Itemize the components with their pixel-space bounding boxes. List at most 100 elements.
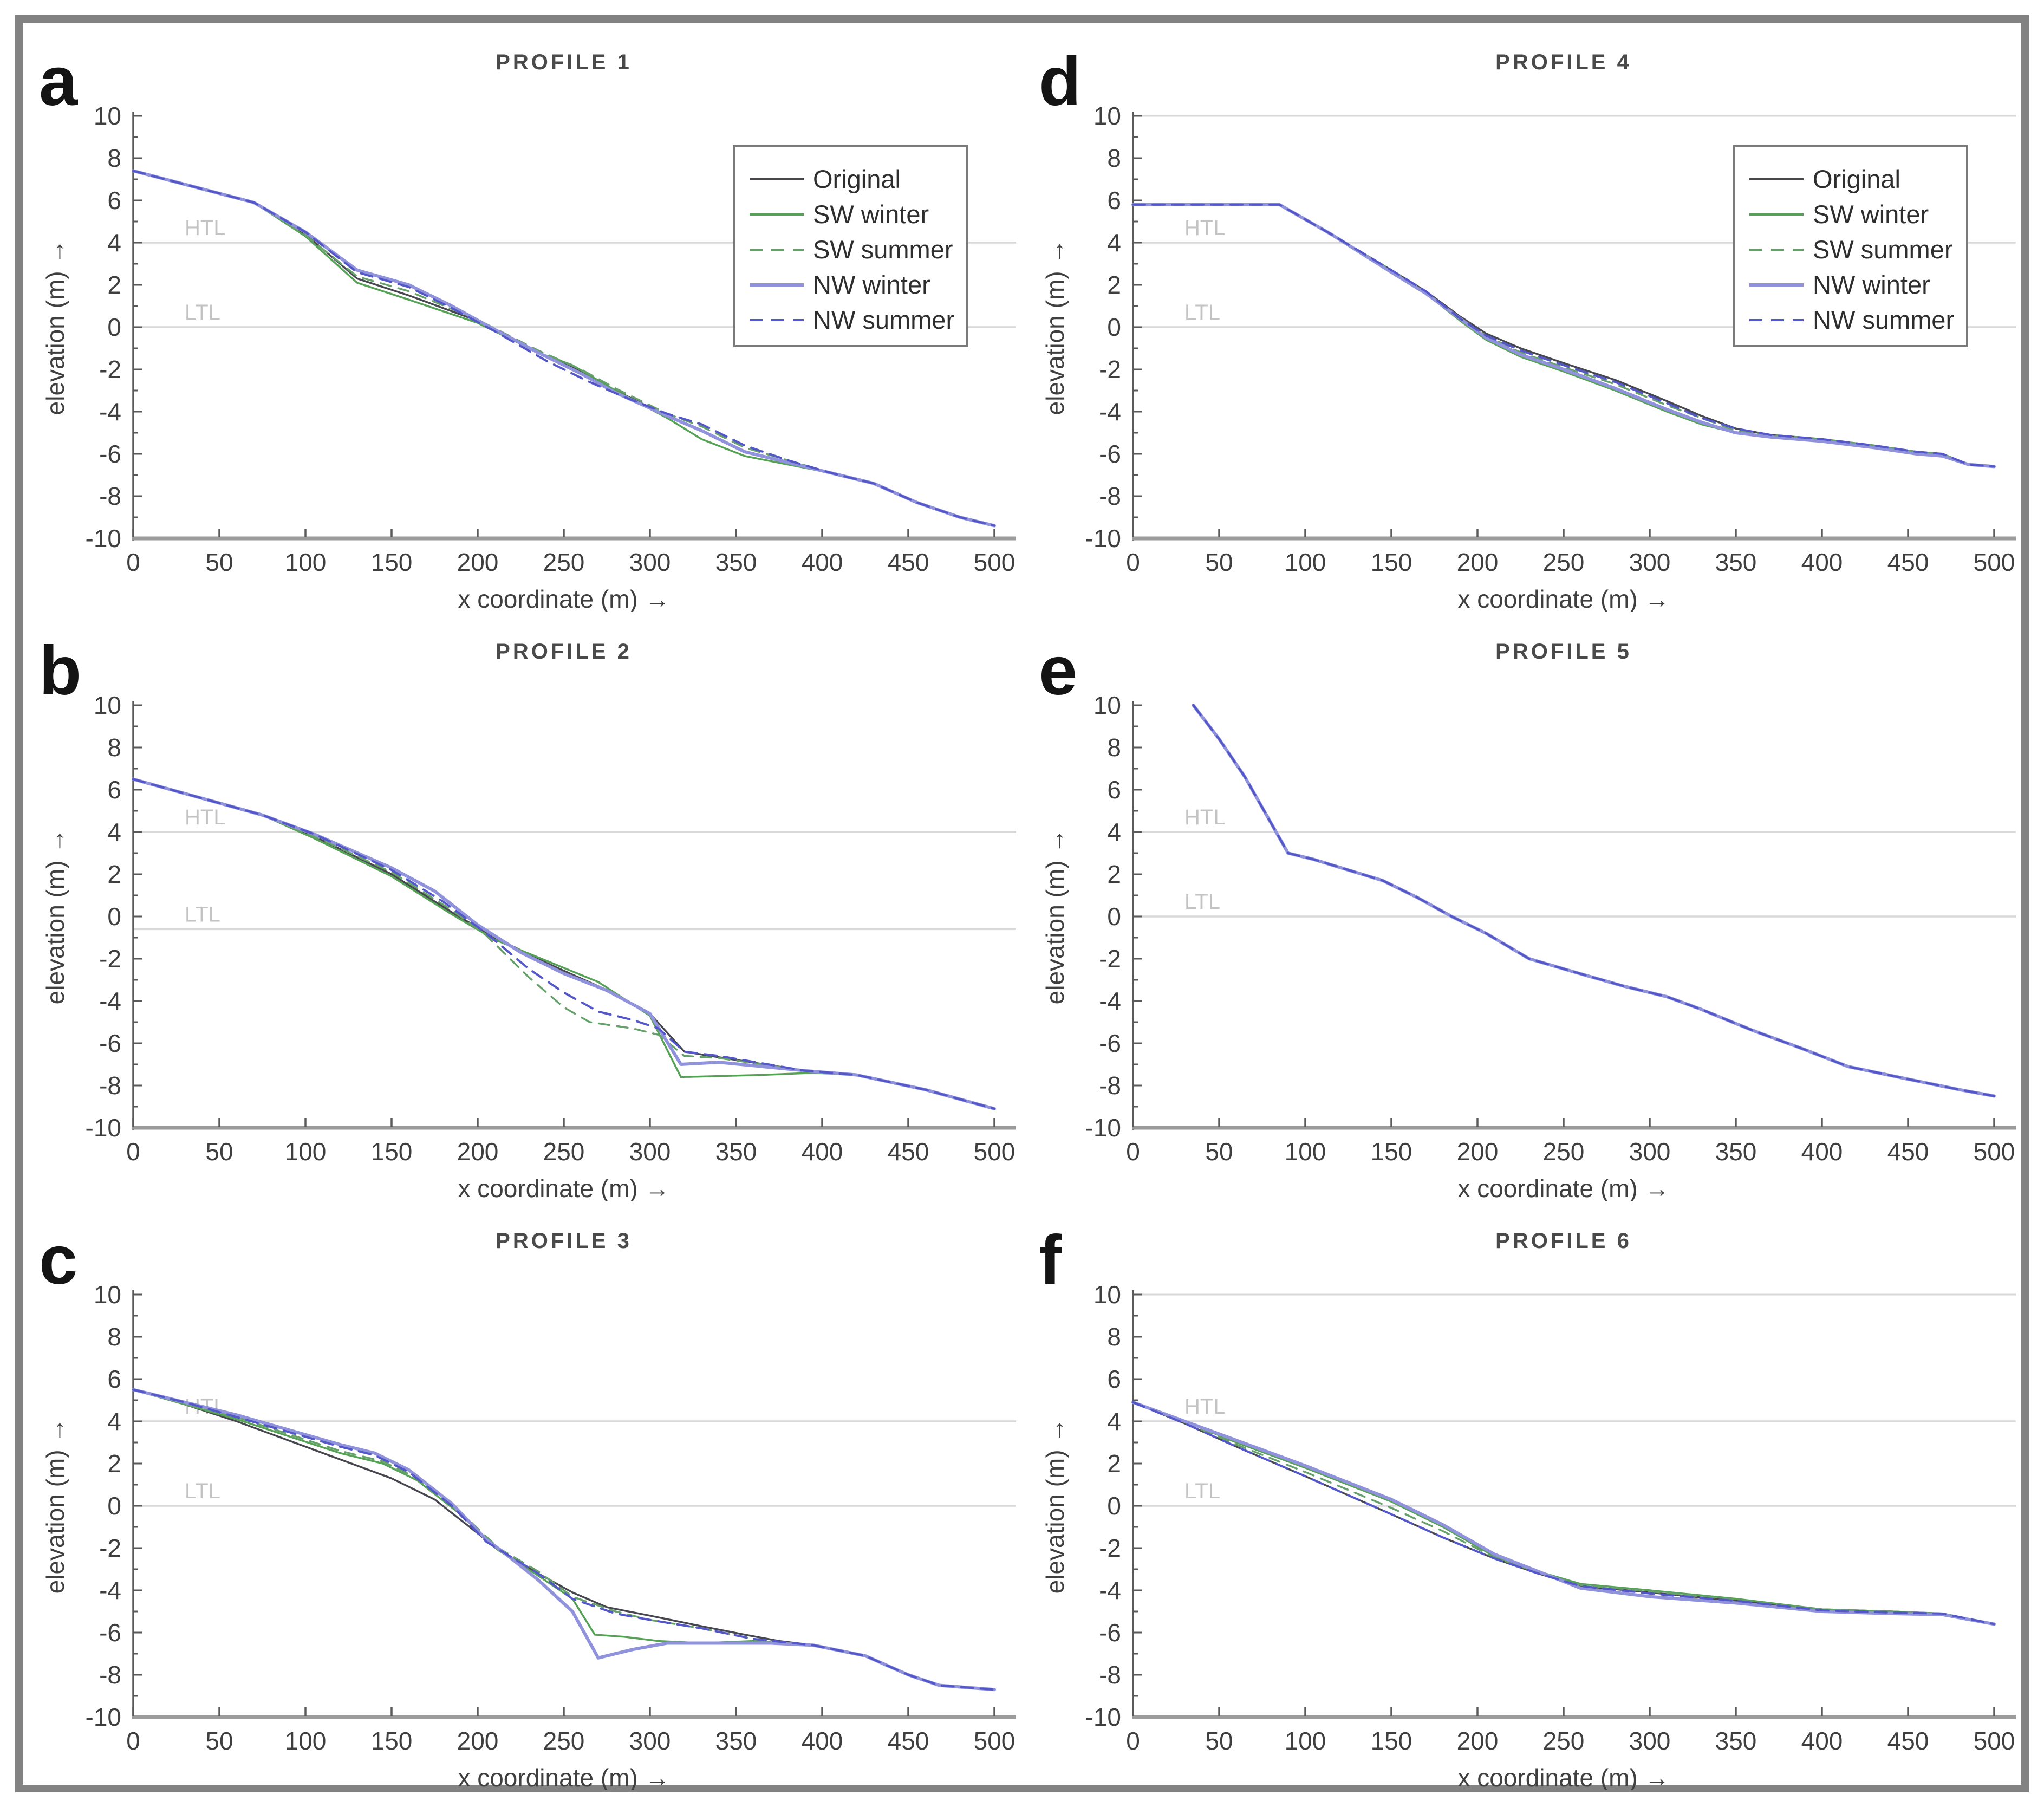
y-tick-label: 8 (1107, 733, 1121, 762)
series-line-sw_winter (1132, 1401, 1995, 1626)
x-tick-label: 500 (974, 1727, 1016, 1755)
x-tick-label: 50 (1205, 1727, 1233, 1755)
chart-title: PROFILE 1 (496, 50, 632, 74)
chart-title: PROFILE 3 (496, 1229, 632, 1253)
panel-letter: a (39, 43, 78, 120)
y-tick-label: -8 (1099, 1071, 1121, 1100)
x-tick-label: 50 (1205, 1137, 1233, 1166)
x-tick-label: 300 (629, 1137, 671, 1166)
series-line-nw_summer (1192, 704, 1995, 1097)
panel-letter: c (39, 1221, 77, 1299)
x-tick-label: 100 (1285, 548, 1326, 576)
x-tick-label: 450 (1887, 1137, 1929, 1166)
y-axis-label: elevation (m) → (1041, 239, 1069, 415)
x-tick-label: 150 (1371, 1137, 1412, 1166)
series-line-original (132, 1388, 995, 1691)
y-tick-label: 4 (1107, 229, 1121, 257)
x-tick-label: 300 (1629, 1137, 1671, 1166)
y-tick-label: 4 (107, 229, 121, 257)
x-tick-label: 100 (285, 1727, 327, 1755)
y-tick-label: 6 (1107, 1365, 1121, 1393)
series-line-sw_winter (132, 778, 995, 1110)
panel-e: e PROFILE 5 HTL LTL -10 -8 -6 -4 -2 0 2 4 6 8 10 elevat… (1025, 613, 2029, 1201)
series-line-nw_summer (132, 1388, 995, 1691)
x-tick-label: 100 (285, 1137, 327, 1166)
y-tick-label: -6 (99, 1618, 121, 1647)
x-tick-label: 350 (715, 548, 757, 576)
y-axis-label: elevation (m) → (41, 1418, 69, 1594)
y-tick-label: 10 (1093, 691, 1121, 719)
x-tick-label: 50 (205, 1137, 233, 1166)
y-axis-label: elevation (m) → (41, 239, 69, 415)
x-tick-label: 250 (543, 1137, 585, 1166)
x-tick-label: 150 (371, 548, 413, 576)
y-tick-label: 8 (107, 1323, 121, 1351)
series-line-sw_summer (1192, 704, 1995, 1097)
y-tick-label: -6 (1099, 440, 1121, 468)
x-tick-label: 0 (1126, 1727, 1140, 1755)
panel-letter: e (1039, 632, 1077, 710)
series-line-original (1132, 1401, 1995, 1626)
y-tick-label: -4 (1099, 987, 1121, 1015)
x-tick-label: 200 (457, 1727, 499, 1755)
x-tick-label: 300 (1629, 1727, 1671, 1755)
x-tick-label: 500 (1974, 1727, 2015, 1755)
x-tick-label: 400 (1801, 548, 1843, 576)
x-tick-label: 50 (205, 548, 233, 576)
x-axis-label: x coordinate (m) → (458, 1174, 669, 1201)
series-line-nw_summer (132, 778, 995, 1110)
ltl-line-label: LTL (185, 301, 220, 324)
y-tick-label: -4 (99, 398, 121, 426)
chart-title: PROFILE 4 (1495, 50, 1632, 74)
y-axis-label: elevation (m) → (1041, 829, 1069, 1005)
y-tick-label: -8 (1099, 482, 1121, 510)
x-tick-label: 500 (974, 1137, 1016, 1166)
chart-d: d PROFILE 4 HTL LTL -10 -8 -6 -4 -2 0 2 4 6 8 10 elevat… (1039, 43, 2016, 612)
y-tick-label: -10 (86, 1703, 121, 1731)
y-tick-label: -4 (99, 1576, 121, 1604)
legend-label-nw_winter: NW winter (1813, 270, 1930, 299)
y-tick-label: 10 (94, 691, 121, 719)
x-tick-label: 400 (1801, 1137, 1843, 1166)
y-tick-label: -8 (99, 1071, 121, 1100)
y-tick-label: 6 (107, 776, 121, 804)
x-tick-label: 450 (1887, 1727, 1929, 1755)
x-axis-label: x coordinate (m) → (1457, 1174, 1669, 1201)
ltl-line-label: LTL (1184, 1479, 1220, 1503)
x-tick-label: 200 (457, 1137, 499, 1166)
figure-border (15, 15, 2029, 1792)
x-tick-label: 250 (1543, 548, 1585, 576)
y-tick-label: 2 (107, 860, 121, 888)
ltl-line-label: LTL (1184, 890, 1220, 914)
htl-line-label: HTL (185, 805, 226, 829)
y-tick-label: -2 (1099, 355, 1121, 383)
y-tick-label: -6 (1099, 1618, 1121, 1647)
chart-e: e PROFILE 5 HTL LTL -10 -8 -6 -4 -2 0 2 4 6 8 10 elevat… (1039, 632, 2016, 1201)
y-tick-label: 8 (107, 733, 121, 762)
series-line-sw_summer (1132, 1401, 1995, 1626)
y-tick-label: -4 (1099, 1576, 1121, 1604)
y-tick-label: 6 (107, 186, 121, 214)
y-tick-label: -6 (99, 440, 121, 468)
series-line-original (132, 778, 995, 1110)
x-tick-label: 400 (1801, 1727, 1843, 1755)
y-tick-label: -10 (86, 524, 121, 552)
panel-letter: f (1039, 1221, 1062, 1299)
y-tick-label: -2 (99, 355, 121, 383)
series-line-nw_winter (1131, 203, 1996, 469)
y-tick-label: -6 (99, 1029, 121, 1057)
legend-label-nw_winter: NW winter (813, 270, 930, 299)
x-tick-label: 300 (629, 548, 671, 576)
x-tick-label: 350 (1715, 1727, 1757, 1755)
x-tick-label: 450 (888, 548, 929, 576)
x-tick-label: 350 (1715, 548, 1757, 576)
series-line-sw_summer (132, 1388, 995, 1691)
legend-label-sw_winter: SW winter (1813, 200, 1929, 229)
x-tick-label: 50 (1205, 548, 1233, 576)
y-tick-label: 2 (1107, 860, 1121, 888)
y-tick-label: 8 (107, 144, 121, 172)
y-tick-label: -10 (86, 1114, 121, 1142)
x-tick-label: 100 (1285, 1727, 1326, 1755)
series-line-original (1192, 704, 1995, 1097)
y-tick-label: 4 (1107, 818, 1121, 846)
